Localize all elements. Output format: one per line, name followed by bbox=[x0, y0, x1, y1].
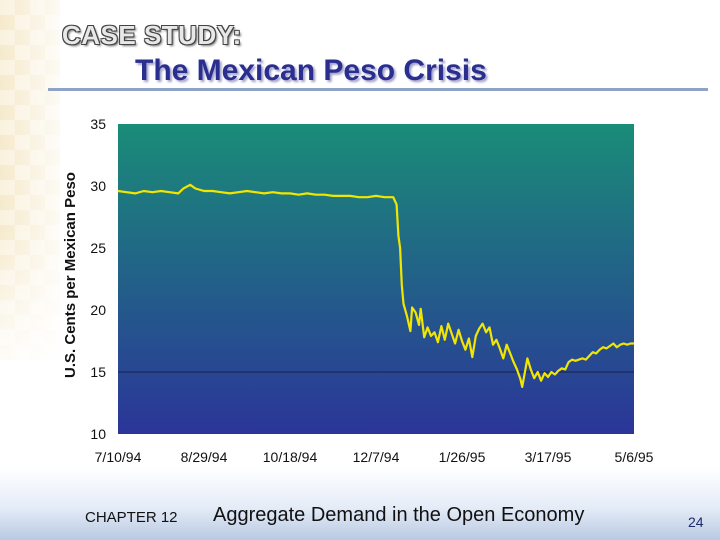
x-tick-label: 5/6/95 bbox=[615, 449, 654, 465]
x-tick-label: 12/7/94 bbox=[353, 449, 400, 465]
checker-fade bbox=[0, 0, 80, 380]
x-axis: 7/10/94 8/29/94 10/18/94 12/7/94 1/26/95 3/17… bbox=[95, 449, 654, 465]
footer-bar bbox=[0, 468, 720, 540]
title-divider bbox=[48, 88, 708, 91]
y-tick-label: 20 bbox=[90, 302, 106, 318]
x-tick-label: 3/17/95 bbox=[525, 449, 572, 465]
footer-title: Aggregate Demand in the Open Economy bbox=[213, 504, 585, 526]
case-study-label: CASE STUDY: bbox=[62, 20, 242, 50]
y-axis: 35 30 25 20 15 10 bbox=[90, 116, 106, 442]
series-line-peso-rate bbox=[117, 183, 634, 388]
slide-title: The Mexican Peso Crisis bbox=[135, 54, 487, 87]
x-tick-label: 10/18/94 bbox=[263, 449, 318, 465]
y-tick-label: 30 bbox=[90, 178, 106, 194]
plot-area bbox=[118, 124, 634, 434]
page-number: 24 bbox=[688, 514, 704, 530]
x-tick-label: 8/29/94 bbox=[181, 449, 228, 465]
x-tick-label: 7/10/94 bbox=[95, 449, 142, 465]
x-tick-label: 1/26/95 bbox=[439, 449, 486, 465]
y-tick-label: 15 bbox=[90, 364, 106, 380]
footer-chapter: CHAPTER 12 bbox=[85, 509, 178, 526]
y-axis-label: U.S. Cents per Mexican Peso bbox=[62, 172, 79, 378]
y-tick-label: 35 bbox=[90, 116, 106, 132]
y-tick-label: 10 bbox=[90, 426, 106, 442]
peso-chart: 35 30 25 20 15 10 7/10/94 8/29/94 10/18/94 12/7/… bbox=[62, 116, 654, 465]
y-tick-label: 25 bbox=[90, 240, 106, 256]
